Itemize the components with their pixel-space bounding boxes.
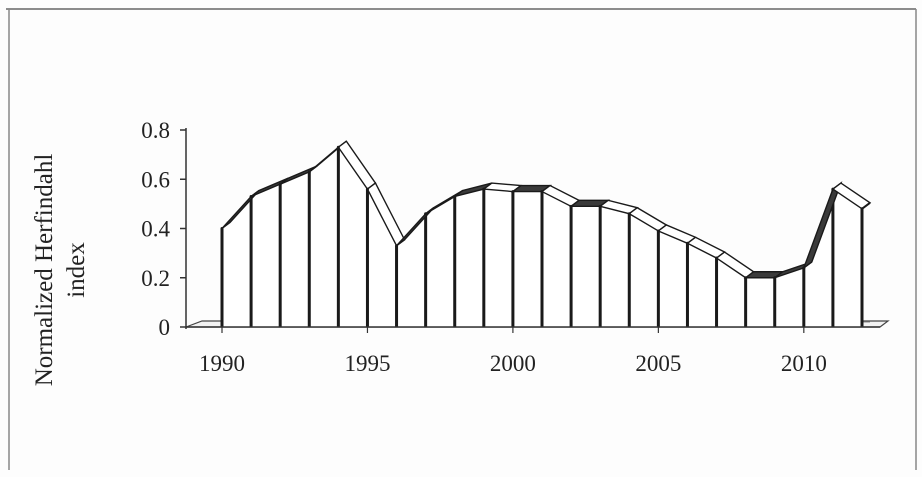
y-tick-label: 0.2 bbox=[141, 266, 170, 291]
data-point bbox=[278, 182, 282, 186]
data-point bbox=[249, 194, 253, 198]
data-point bbox=[744, 276, 748, 280]
x-tick-label: 2005 bbox=[635, 351, 681, 376]
y-tick-label: 0.8 bbox=[141, 118, 170, 143]
x-tick-label: 2000 bbox=[490, 351, 536, 376]
data-point bbox=[773, 276, 777, 280]
ribbon-end-cap bbox=[861, 202, 871, 210]
y-axis-title-line-1: Normalized Herfindahl bbox=[31, 154, 58, 387]
data-point bbox=[685, 241, 689, 245]
data-point bbox=[627, 212, 631, 216]
x-tick-label: 2010 bbox=[781, 351, 827, 376]
data-point bbox=[365, 187, 369, 191]
x-tick-label: 1995 bbox=[344, 351, 390, 376]
data-point bbox=[511, 190, 515, 194]
y-axis-ticks: 0 0.2 0.4 0.6 0.8 bbox=[141, 118, 187, 340]
plot-area bbox=[185, 140, 890, 328]
data-point bbox=[336, 145, 340, 149]
data-point bbox=[220, 227, 224, 230]
data-point bbox=[307, 170, 311, 174]
y-axis-title-line-2: index bbox=[63, 242, 90, 298]
x-axis-ticks: 1990 1995 2000 2005 2010 bbox=[186, 326, 880, 376]
y-tick-label: 0 bbox=[159, 315, 171, 340]
data-point bbox=[860, 207, 864, 211]
x-tick-label: 1990 bbox=[199, 351, 245, 376]
data-point bbox=[453, 194, 457, 198]
data-point bbox=[540, 190, 544, 194]
data-point bbox=[598, 204, 602, 208]
data-point bbox=[715, 256, 719, 260]
data-point bbox=[569, 204, 573, 208]
y-tick-label: 0.6 bbox=[141, 167, 170, 192]
data-point bbox=[424, 212, 428, 216]
data-point bbox=[395, 244, 399, 248]
data-point bbox=[802, 266, 806, 270]
y-tick-label: 0.4 bbox=[141, 217, 170, 242]
data-point bbox=[482, 187, 486, 191]
data-point bbox=[656, 229, 660, 233]
data-point bbox=[831, 187, 835, 191]
